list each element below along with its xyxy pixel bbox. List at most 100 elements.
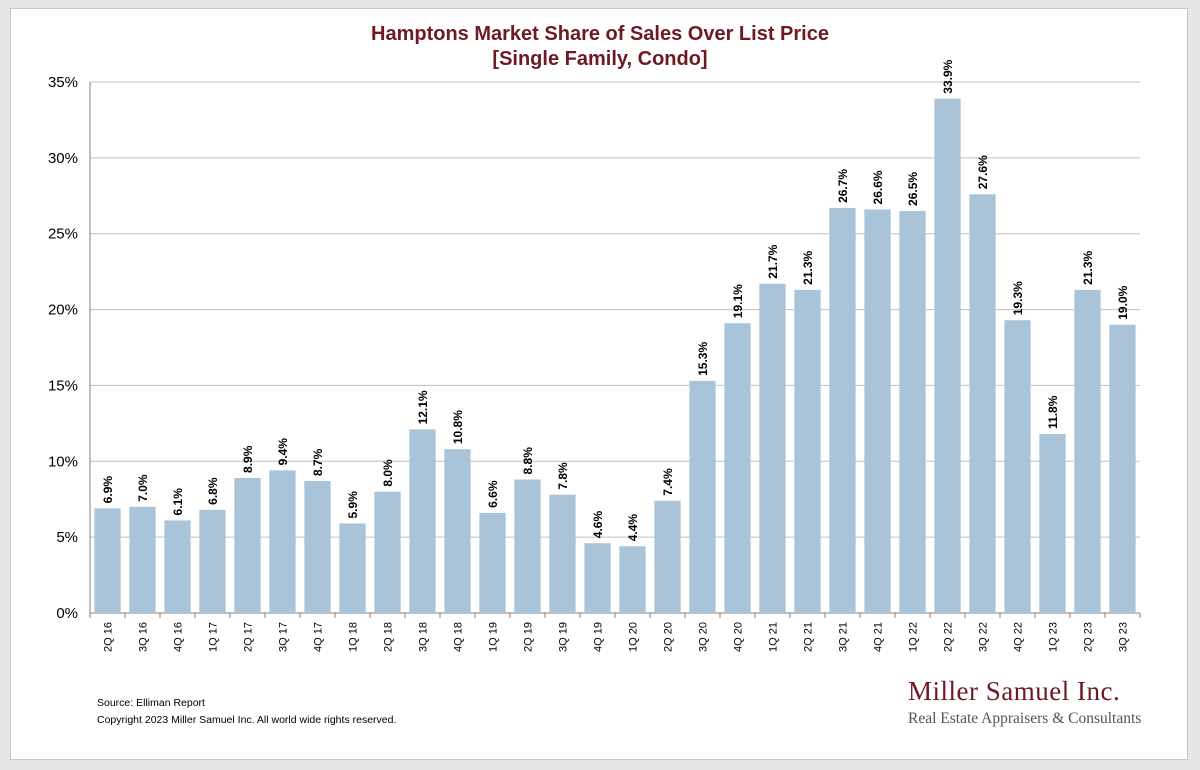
x-tick-label: 2Q 23 bbox=[1083, 622, 1095, 652]
bar bbox=[689, 380, 716, 613]
x-tick-label: 3Q 17 bbox=[278, 622, 290, 652]
bar bbox=[409, 429, 436, 613]
y-tick-label: 30% bbox=[48, 150, 78, 167]
bar bbox=[654, 500, 681, 613]
data-label: 19.3% bbox=[1011, 281, 1025, 315]
x-tick-label: 1Q 19 bbox=[488, 622, 500, 652]
x-tick-label: 4Q 20 bbox=[733, 622, 745, 652]
bar bbox=[304, 481, 331, 613]
x-tick-label: 4Q 17 bbox=[313, 622, 325, 652]
chart-title: Hamptons Market Share of Sales Over List… bbox=[371, 23, 829, 45]
bar bbox=[584, 543, 611, 613]
bar bbox=[724, 323, 751, 613]
x-tick-label: 4Q 16 bbox=[173, 622, 185, 652]
x-tick-label: 1Q 18 bbox=[348, 622, 360, 652]
data-label: 26.6% bbox=[871, 170, 885, 204]
data-label: 6.1% bbox=[171, 488, 185, 516]
data-label: 9.4% bbox=[276, 438, 290, 466]
bar-chart: 0% 5% 10% 15% 20% 25% 30% 35% 6.9% 2Q 16 7.0% 3Q 16… bbox=[48, 59, 1141, 652]
data-label: 26.5% bbox=[906, 172, 920, 206]
data-label: 19.1% bbox=[731, 284, 745, 318]
data-label: 11.8% bbox=[1046, 395, 1060, 429]
bar bbox=[1004, 320, 1031, 613]
y-tick-label: 5% bbox=[56, 529, 78, 546]
x-tick-label: 3Q 16 bbox=[138, 622, 150, 652]
bar bbox=[934, 98, 961, 613]
x-tick-label: 2Q 16 bbox=[103, 622, 115, 652]
data-label: 8.8% bbox=[521, 447, 535, 475]
chart-subtitle: [Single Family, Condo] bbox=[492, 48, 708, 70]
bar bbox=[1039, 433, 1066, 613]
x-tick-label: 2Q 19 bbox=[523, 622, 535, 652]
data-label: 33.9% bbox=[941, 59, 955, 93]
bar bbox=[759, 283, 786, 613]
bar bbox=[619, 546, 646, 613]
x-tick-label: 1Q 17 bbox=[208, 622, 220, 652]
x-tick-label: 4Q 22 bbox=[1013, 622, 1025, 652]
y-tick-label: 0% bbox=[56, 605, 78, 622]
bar bbox=[129, 506, 156, 613]
x-tick-label: 4Q 18 bbox=[453, 622, 465, 652]
data-label: 8.0% bbox=[381, 459, 395, 487]
x-tick-label: 2Q 22 bbox=[943, 622, 955, 652]
company-logo-tagline: Real Estate Appraisers & Consultants bbox=[908, 710, 1142, 727]
company-logo-name: Miller Samuel Inc. bbox=[908, 676, 1121, 706]
data-label: 21.3% bbox=[801, 250, 815, 284]
data-label: 15.3% bbox=[696, 342, 710, 376]
bar bbox=[829, 207, 856, 613]
x-tick-label: 1Q 20 bbox=[628, 622, 640, 652]
y-tick-label: 10% bbox=[48, 453, 78, 470]
data-label: 5.9% bbox=[346, 491, 360, 519]
data-label: 7.0% bbox=[136, 474, 150, 502]
x-tick-label: 3Q 18 bbox=[418, 622, 430, 652]
x-tick-label: 2Q 17 bbox=[243, 622, 255, 652]
y-tick-label: 20% bbox=[48, 302, 78, 319]
x-tick-label: 3Q 22 bbox=[978, 622, 990, 652]
data-label: 21.3% bbox=[1081, 250, 1095, 284]
x-tick-label: 1Q 21 bbox=[768, 622, 780, 652]
bar bbox=[94, 508, 121, 613]
data-label: 10.8% bbox=[451, 410, 465, 444]
y-tick-label: 35% bbox=[48, 74, 78, 91]
x-tick-label: 3Q 20 bbox=[698, 622, 710, 652]
source-note: Source: Elliman Report bbox=[97, 697, 205, 709]
x-tick-label: 1Q 23 bbox=[1048, 622, 1060, 652]
data-label: 21.7% bbox=[766, 244, 780, 278]
x-tick-label: 3Q 21 bbox=[838, 622, 850, 652]
data-label: 4.4% bbox=[626, 514, 640, 542]
data-label: 7.8% bbox=[556, 462, 570, 490]
x-tick-label: 3Q 23 bbox=[1118, 622, 1130, 652]
x-tick-label: 2Q 18 bbox=[383, 622, 395, 652]
data-label: 6.6% bbox=[486, 480, 500, 508]
x-tick-label: 4Q 19 bbox=[593, 622, 605, 652]
copyright-note: Copyright 2023 Miller Samuel Inc. All wo… bbox=[97, 714, 397, 726]
data-label: 7.4% bbox=[661, 468, 675, 496]
bar bbox=[234, 477, 261, 613]
bar bbox=[1109, 324, 1136, 613]
data-label: 19.0% bbox=[1116, 285, 1130, 319]
data-label: 8.9% bbox=[241, 445, 255, 473]
data-label: 6.8% bbox=[206, 477, 220, 505]
bar bbox=[864, 209, 891, 613]
x-tick-label: 2Q 20 bbox=[663, 622, 675, 652]
data-label: 8.7% bbox=[311, 448, 325, 476]
bar bbox=[374, 491, 401, 613]
bar bbox=[969, 194, 996, 614]
bar bbox=[199, 509, 226, 613]
bar bbox=[339, 523, 366, 613]
y-tick-label: 15% bbox=[48, 377, 78, 394]
x-tick-label: 4Q 21 bbox=[873, 622, 885, 652]
x-tick-label: 2Q 21 bbox=[803, 622, 815, 652]
bar bbox=[444, 449, 471, 613]
bar bbox=[794, 289, 821, 613]
x-tick-label: 3Q 19 bbox=[558, 622, 570, 652]
bar bbox=[164, 520, 191, 613]
x-tick-label: 1Q 22 bbox=[908, 622, 920, 652]
bar bbox=[1074, 289, 1101, 613]
data-label: 6.9% bbox=[101, 476, 115, 504]
data-label: 26.7% bbox=[836, 169, 850, 203]
bar bbox=[479, 512, 506, 613]
bar bbox=[899, 210, 926, 613]
y-tick-label: 25% bbox=[48, 226, 78, 243]
bar bbox=[514, 479, 541, 613]
